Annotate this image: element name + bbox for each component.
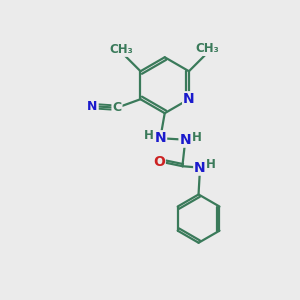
- Text: C: C: [112, 101, 122, 114]
- Text: H: H: [192, 131, 202, 144]
- Text: CH₃: CH₃: [196, 42, 219, 55]
- Text: CH₃: CH₃: [110, 43, 134, 56]
- Text: N: N: [179, 133, 191, 147]
- Text: H: H: [206, 158, 216, 171]
- Text: N: N: [87, 100, 98, 113]
- Text: N: N: [194, 161, 206, 175]
- Text: N: N: [154, 131, 166, 145]
- Text: N: N: [183, 92, 195, 106]
- Text: O: O: [153, 155, 165, 169]
- Text: H: H: [144, 129, 154, 142]
